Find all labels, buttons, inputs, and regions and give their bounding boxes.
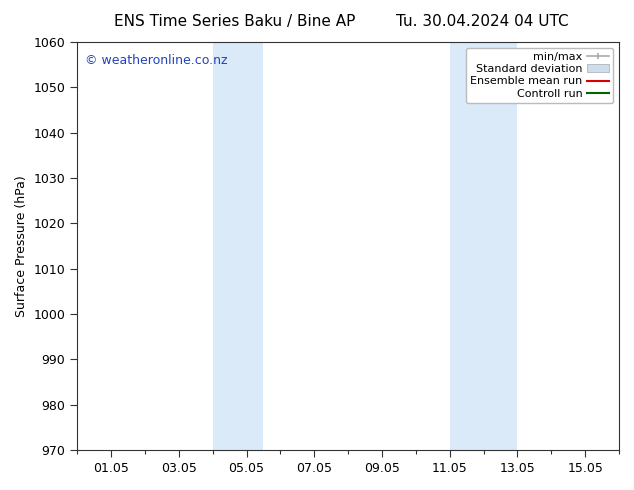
Y-axis label: Surface Pressure (hPa): Surface Pressure (hPa) bbox=[15, 175, 28, 317]
Legend: min/max, Standard deviation, Ensemble mean run, Controll run: min/max, Standard deviation, Ensemble me… bbox=[465, 48, 614, 103]
Bar bbox=[450, 42, 517, 450]
Text: ENS Time Series Baku / Bine AP: ENS Time Series Baku / Bine AP bbox=[114, 14, 355, 29]
Text: © weatheronline.co.nz: © weatheronline.co.nz bbox=[86, 54, 228, 67]
Bar bbox=[212, 42, 264, 450]
Text: Tu. 30.04.2024 04 UTC: Tu. 30.04.2024 04 UTC bbox=[396, 14, 568, 29]
